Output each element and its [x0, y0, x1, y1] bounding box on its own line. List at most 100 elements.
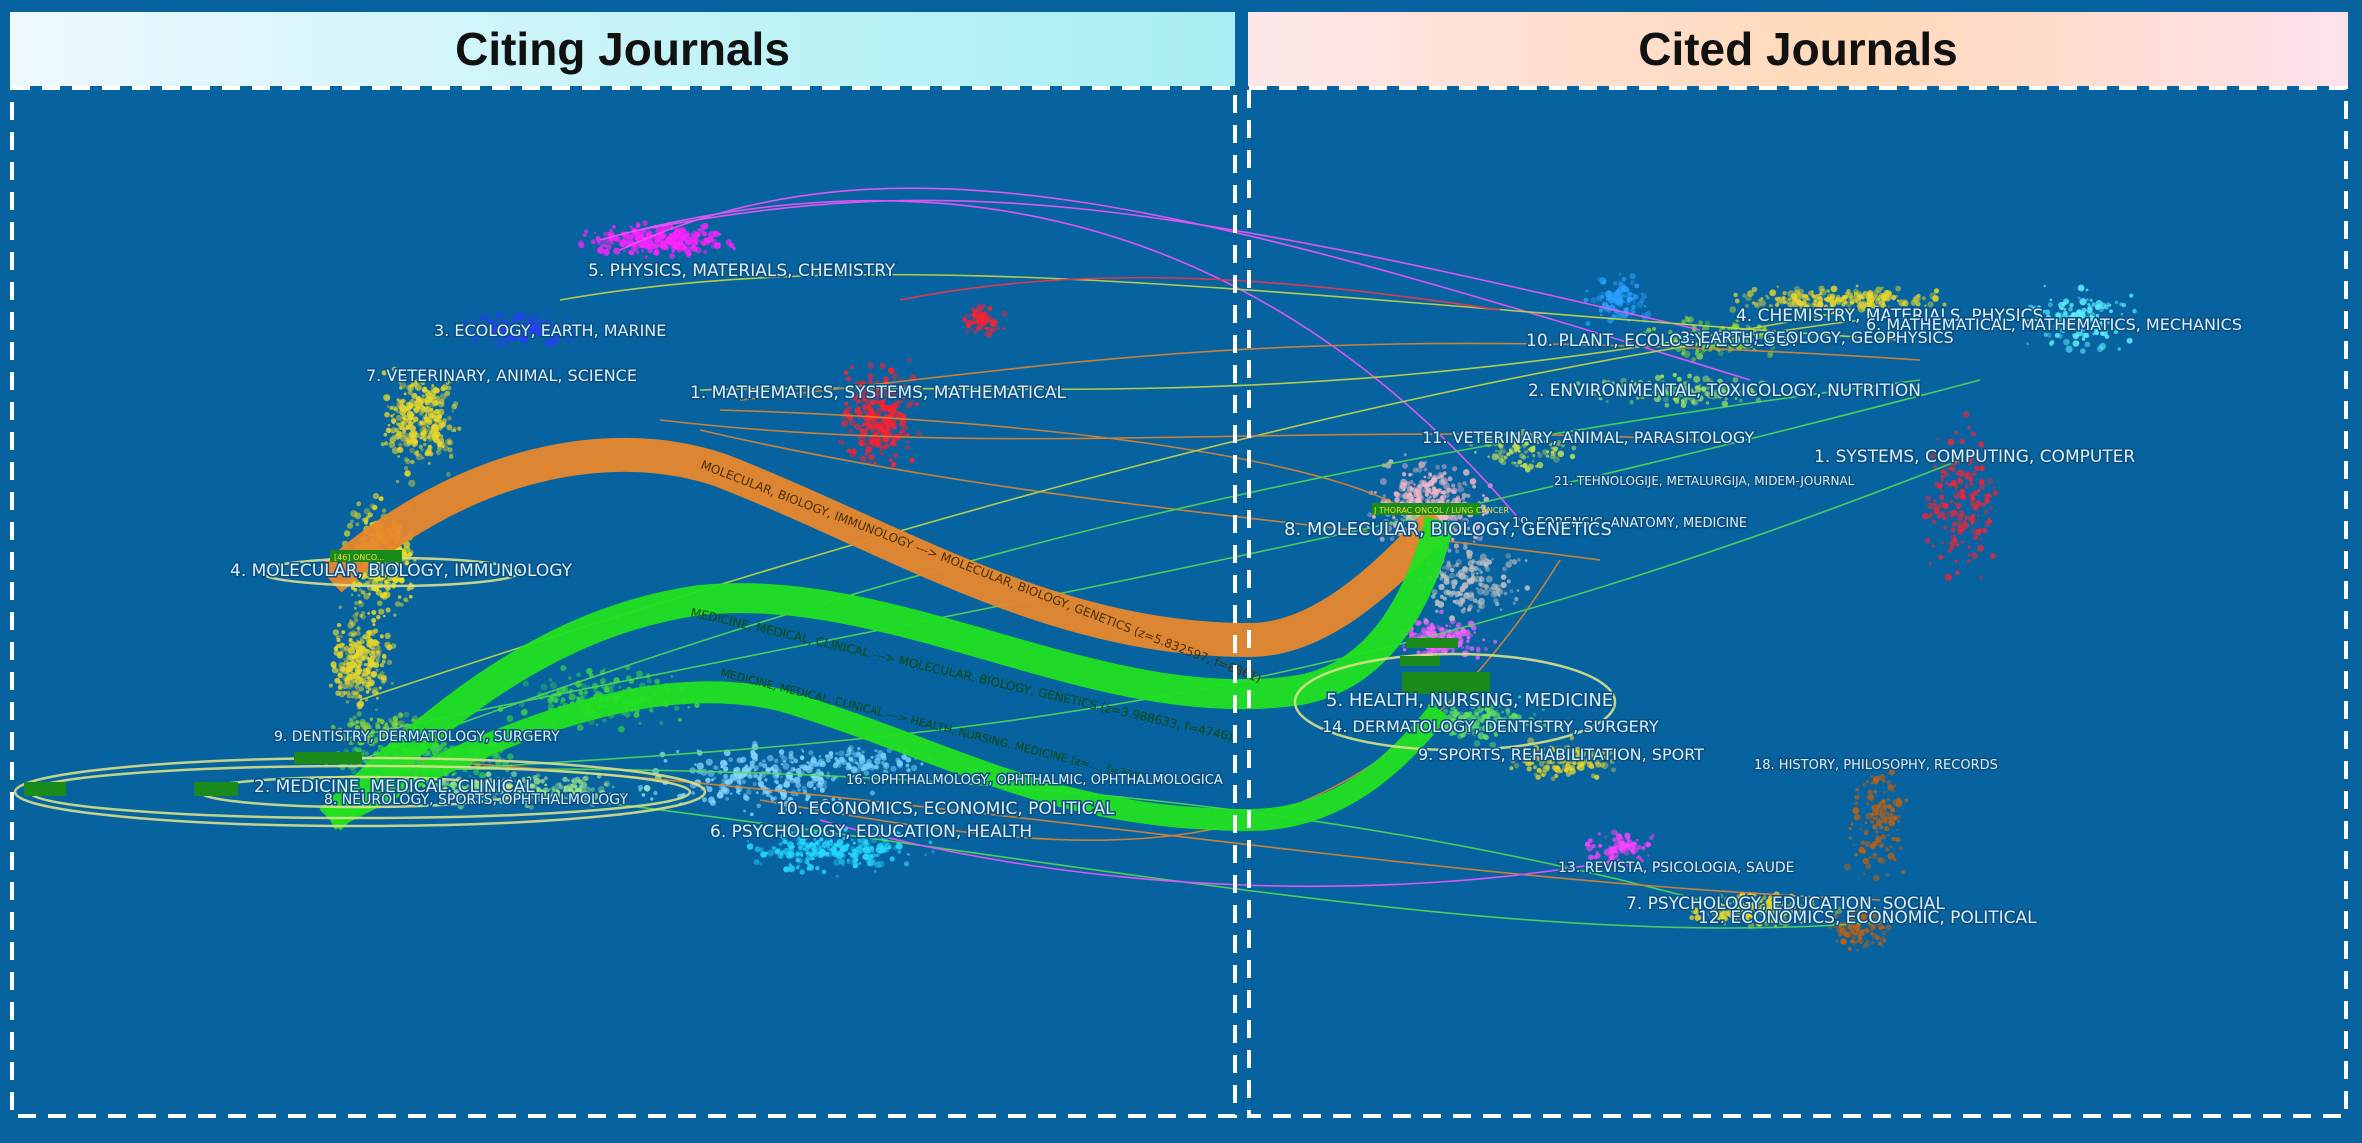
- cluster-dot: [399, 386, 403, 390]
- cluster-dot: [1929, 292, 1937, 300]
- cluster-dot: [988, 318, 996, 326]
- cluster-dot: [540, 683, 548, 691]
- cluster-dot: [1886, 833, 1890, 837]
- cluster-dot: [666, 238, 674, 246]
- cluster-dot: [475, 319, 479, 323]
- cluster-dot: [785, 806, 790, 812]
- cluster-dot: [843, 827, 848, 832]
- cluster-dot: [845, 843, 850, 848]
- cluster-dot: [421, 406, 426, 412]
- cluster-dot: [876, 853, 880, 857]
- cluster-dot: [2106, 319, 2112, 325]
- cluster-dot: [487, 777, 494, 784]
- cluster-dot: [705, 758, 713, 766]
- cluster-dot: [386, 644, 393, 651]
- cluster-dot: [711, 778, 714, 782]
- cluster-dot: [642, 220, 648, 226]
- cluster-dot: [513, 330, 517, 334]
- cluster-dot: [1683, 350, 1691, 358]
- cluster-dot: [1585, 321, 1591, 327]
- cluster-dot: [337, 727, 343, 733]
- cluster-dot: [1440, 494, 1447, 501]
- cluster-dot: [1834, 299, 1838, 303]
- cluster-dot: [397, 378, 403, 384]
- cluster-dot: [2054, 324, 2059, 329]
- cluster-dot: [759, 847, 764, 852]
- cluster-dot: [1981, 527, 1987, 534]
- cluster-dot: [1870, 781, 1874, 785]
- cluster-dot: [1568, 764, 1575, 771]
- cluster-dot: [1716, 343, 1721, 348]
- cluster-dot: [1463, 469, 1470, 476]
- cluster-dot: [887, 389, 891, 393]
- cluster-dot: [903, 409, 907, 413]
- cluster-dot: [1472, 484, 1476, 489]
- cluster-dot: [1867, 789, 1873, 795]
- cluster-dot: [472, 335, 479, 341]
- cluster-dot: [443, 785, 447, 789]
- cluster-dot: [362, 749, 366, 753]
- cluster-dot: [758, 761, 764, 767]
- cluster-dot: [362, 572, 368, 578]
- cluster-dot: [801, 785, 807, 792]
- cluster-dot: [1532, 765, 1537, 769]
- cluster-dot: [1598, 308, 1604, 313]
- cluster-dot: [590, 802, 595, 807]
- cluster-dot: [915, 402, 920, 407]
- cluster-dot: [390, 681, 394, 685]
- cluster-dot: [1434, 488, 1440, 495]
- cluster-dot: [1875, 286, 1882, 293]
- cluster-dot: [411, 439, 414, 442]
- cluster-dot: [1830, 293, 1836, 299]
- cluster-dot: [423, 429, 427, 433]
- cluster-dot: [1442, 482, 1450, 490]
- cluster-dot: [378, 649, 382, 653]
- cluster-dot: [640, 249, 645, 253]
- cluster-dot: [864, 441, 871, 449]
- cluster-dot: [820, 777, 824, 780]
- cluster-dot: [1767, 352, 1773, 359]
- cluster-dot: [425, 412, 428, 415]
- cluster-dot: [867, 373, 874, 380]
- cluster-dot: [842, 836, 846, 841]
- cluster-dot: [799, 764, 804, 769]
- cluster-dot: [1986, 477, 1994, 484]
- cluster-dot: [428, 397, 434, 403]
- cluster-dot: [1412, 467, 1418, 473]
- cluster-dot: [497, 321, 504, 328]
- cluster-dot: [836, 803, 840, 807]
- cluster-dot: [373, 640, 378, 646]
- cluster-dot: [372, 566, 379, 574]
- cluster-dot: [780, 762, 784, 766]
- cluster-dot: [1722, 340, 1726, 344]
- cluster-dot: [895, 757, 901, 763]
- cluster-dot: [408, 421, 414, 427]
- cluster-dot: [1641, 293, 1647, 300]
- cluster-dot: [613, 247, 621, 255]
- cluster-dot: [1642, 331, 1648, 336]
- cluster-dot: [404, 377, 408, 380]
- cluster-dot: [417, 397, 422, 403]
- cluster-dot: [1735, 318, 1739, 323]
- cluster-dot: [1683, 340, 1688, 345]
- cluster-dot: [2030, 323, 2035, 328]
- cluster-dot: [865, 446, 872, 454]
- cluster-dot: [328, 683, 333, 688]
- cluster-dot: [874, 861, 882, 869]
- cluster-dot: [484, 315, 489, 320]
- cluster-dot: [917, 395, 921, 399]
- cluster-dot: [1462, 481, 1467, 486]
- cluster-dot: [826, 771, 830, 775]
- cluster-dot: [446, 471, 451, 477]
- cluster-dot: [1858, 294, 1864, 299]
- cluster-dot: [1475, 655, 1480, 660]
- cluster-dot: [1432, 495, 1436, 499]
- cluster-dot: [1590, 297, 1597, 304]
- cluster-dot: [410, 459, 415, 465]
- cluster-dot: [360, 677, 367, 685]
- cluster-dot: [2055, 312, 2061, 318]
- cluster-dot: [779, 753, 785, 759]
- cluster-dot: [584, 690, 588, 695]
